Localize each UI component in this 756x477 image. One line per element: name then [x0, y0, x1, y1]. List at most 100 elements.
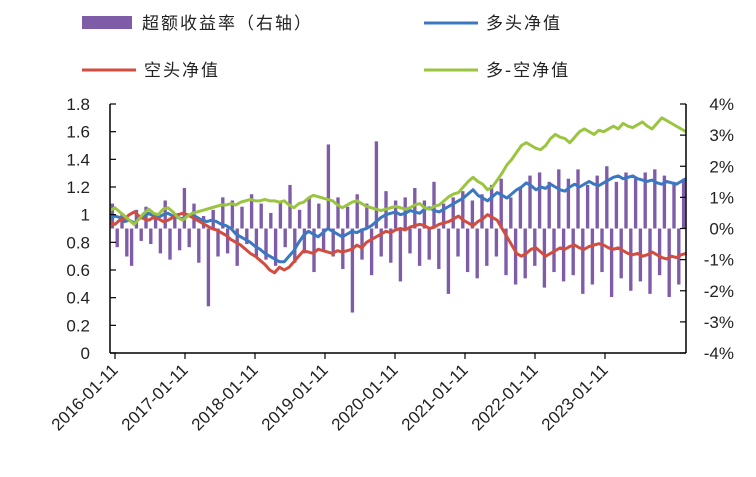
right-tick-label: 3%	[709, 126, 734, 145]
excess-return-bar	[417, 228, 422, 266]
excess-return-bar	[269, 212, 273, 229]
excess-return-bar	[643, 172, 647, 229]
legend-label-short-nav: 空头净值	[144, 61, 220, 81]
excess-return-bar	[317, 203, 321, 229]
excess-return-bar	[475, 228, 479, 279]
excess-return-bar	[609, 228, 614, 297]
excess-return-bar	[240, 206, 244, 229]
excess-return-bar	[158, 228, 163, 254]
left-tick-label: 0.2	[66, 316, 90, 335]
excess-return-bar	[542, 228, 547, 288]
excess-return-bar	[504, 228, 508, 276]
excess-return-bar	[657, 228, 662, 276]
right-tick-label: 4%	[709, 95, 734, 114]
nav-lines	[109, 116, 687, 275]
excess-return-bar	[465, 228, 470, 273]
excess-return-bar	[461, 191, 465, 229]
excess-return-bar	[480, 194, 484, 229]
excess-return-bar	[326, 144, 331, 229]
excess-return-bar	[379, 228, 383, 257]
excess-return-bar	[365, 203, 369, 229]
x-tick-label: 2018-01-11	[188, 360, 262, 434]
excess-return-bar	[297, 209, 302, 229]
excess-return-bar	[427, 228, 431, 260]
excess-return-bar	[441, 203, 446, 229]
excess-return-bar	[125, 228, 129, 257]
excess-return-bar	[547, 181, 551, 229]
left-tick-label: 0.4	[66, 289, 90, 308]
legend-label-long-nav: 多头净值	[486, 14, 562, 34]
right-tick-label: -2%	[704, 282, 734, 301]
excess-return-bar	[355, 194, 359, 229]
excess-return-bar	[398, 228, 403, 282]
excess-return-bar	[576, 169, 580, 229]
excess-return-bar	[600, 228, 604, 273]
excess-return-bar	[585, 184, 590, 229]
excess-return-bar	[581, 228, 585, 294]
excess-return-bar	[302, 228, 307, 254]
excess-return-bar	[571, 228, 575, 276]
excess-return-bar	[605, 166, 609, 229]
excess-return-bar	[614, 181, 619, 229]
excess-return-bar	[197, 228, 201, 263]
right-tick-label: 0%	[709, 220, 734, 239]
right-tick-label: -3%	[704, 313, 734, 332]
excess-return-bar	[153, 219, 158, 229]
excess-return-bar	[259, 203, 263, 229]
excess-return-bar	[129, 228, 134, 266]
left-tick-label: 1.8	[66, 95, 90, 114]
excess-return-bar	[331, 228, 335, 257]
excess-return-bar	[230, 200, 235, 229]
excess-return-bar	[590, 228, 595, 285]
excess-return-bar	[648, 228, 652, 294]
legend-label-excess-return: 超额收益率（右轴）	[142, 14, 313, 34]
excess-return-bar	[254, 228, 259, 257]
excess-return-bar	[408, 228, 412, 254]
excess-return-bar	[485, 228, 489, 266]
excess-return-bar	[307, 197, 311, 229]
excess-return-bar	[225, 228, 230, 254]
excess-return-bar	[537, 172, 542, 229]
excess-return-bars	[110, 141, 686, 313]
excess-return-bar	[321, 228, 326, 251]
excess-return-bar	[360, 228, 364, 260]
excess-return-bar	[662, 175, 667, 229]
excess-return-bar	[489, 184, 494, 229]
excess-return-bar	[499, 178, 503, 229]
excess-return-bar	[293, 228, 297, 263]
excess-return-bar	[144, 206, 148, 229]
excess-return-bar	[374, 141, 379, 229]
excess-return-bar	[115, 228, 119, 248]
excess-return-bar	[341, 228, 345, 269]
legend-swatch-excess-return	[82, 16, 132, 29]
excess-return-bar	[509, 197, 513, 229]
excess-return-bar	[470, 200, 475, 229]
excess-return-bar	[369, 228, 374, 276]
right-tick-label: -4%	[704, 344, 734, 363]
excess-return-bar	[278, 200, 283, 229]
excess-return-bar	[672, 181, 676, 229]
excess-return-bar	[422, 200, 427, 229]
excess-return-bar	[437, 228, 441, 269]
excess-return-bar	[245, 228, 249, 245]
excess-return-bar	[264, 228, 268, 260]
nav-line-2	[109, 116, 687, 226]
left-tick-label: 0	[81, 344, 90, 363]
excess-return-bar	[494, 228, 499, 257]
excess-return-bar	[633, 178, 638, 229]
excess-return-bar	[168, 228, 172, 260]
excess-return-bar	[206, 228, 211, 307]
excess-return-bar	[528, 175, 532, 229]
nav-line-0	[109, 174, 687, 264]
axes	[109, 103, 687, 359]
right-tick-label: 1%	[709, 188, 734, 207]
excess-return-bar	[173, 212, 177, 229]
excess-return-bar	[557, 169, 561, 229]
excess-return-bar	[619, 228, 623, 279]
excess-return-bar	[653, 169, 657, 229]
excess-return-bar	[182, 188, 187, 229]
left-tick-label: 1.4	[66, 150, 90, 169]
excess-return-bar	[561, 228, 566, 282]
excess-return-bar	[456, 228, 460, 257]
excess-return-bar	[312, 228, 316, 273]
